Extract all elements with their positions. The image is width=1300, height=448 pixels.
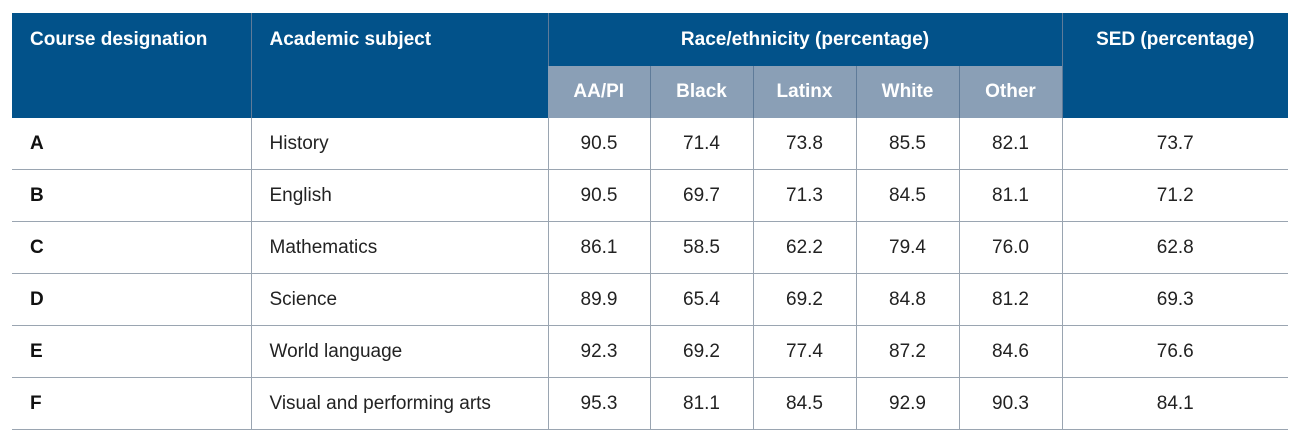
aa-pi-cell: 89.9	[547, 273, 650, 326]
aa-pi-cell: 86.1	[547, 221, 650, 274]
table-row: F Visual and performing arts 95.3 81.1 8…	[12, 377, 1288, 430]
other-cell: 82.1	[958, 118, 1062, 170]
other-cell: 81.1	[958, 169, 1062, 222]
sed-cell: 84.1	[1061, 377, 1288, 430]
header-latinx: Latinx	[753, 66, 857, 118]
black-cell: 69.2	[649, 325, 753, 378]
latinx-cell: 77.4	[752, 325, 856, 378]
aa-pi-cell: 90.5	[547, 169, 650, 222]
table-row: E World language 92.3 69.2 77.4 87.2 84.…	[12, 325, 1288, 378]
header-aa-pi: AA/PI	[548, 66, 651, 118]
sed-cell: 76.6	[1061, 325, 1288, 378]
header-academic-subject: Academic subject	[250, 13, 548, 118]
header-sed: SED (percentage)	[1061, 13, 1288, 118]
white-cell: 85.5	[855, 118, 959, 170]
table-row: B English 90.5 69.7 71.3 84.5 81.1 71.2	[12, 169, 1288, 222]
subject-cell: Visual and performing arts	[250, 377, 548, 430]
sed-cell: 73.7	[1061, 118, 1288, 170]
course-cell: D	[12, 273, 251, 326]
subject-cell: Mathematics	[250, 221, 548, 274]
black-cell: 58.5	[649, 221, 753, 274]
course-cell: A	[12, 118, 251, 170]
white-cell: 84.5	[855, 169, 959, 222]
latinx-cell: 62.2	[752, 221, 856, 274]
table-row: D Science 89.9 65.4 69.2 84.8 81.2 69.3	[12, 273, 1288, 326]
black-cell: 65.4	[649, 273, 753, 326]
course-cell: C	[12, 221, 251, 274]
aa-pi-cell: 95.3	[547, 377, 650, 430]
subject-cell: English	[250, 169, 548, 222]
table-row: C Mathematics 86.1 58.5 62.2 79.4 76.0 6…	[12, 221, 1288, 274]
header-race-ethnicity: Race/ethnicity (percentage)	[547, 13, 1062, 66]
data-table-container: Course designation Academic subject Race…	[12, 13, 1288, 430]
other-cell: 84.6	[958, 325, 1062, 378]
white-cell: 92.9	[855, 377, 959, 430]
header-white: White	[856, 66, 960, 118]
sed-cell: 71.2	[1061, 169, 1288, 222]
sed-cell: 62.8	[1061, 221, 1288, 274]
course-cell: F	[12, 377, 251, 430]
black-cell: 81.1	[649, 377, 753, 430]
course-race-table: Course designation Academic subject Race…	[12, 13, 1288, 430]
other-cell: 76.0	[958, 221, 1062, 274]
subject-cell: World language	[250, 325, 548, 378]
table-row: A History 90.5 71.4 73.8 85.5 82.1 73.7	[12, 118, 1288, 170]
sed-cell: 69.3	[1061, 273, 1288, 326]
header-course-designation: Course designation	[12, 13, 251, 118]
black-cell: 69.7	[649, 169, 753, 222]
latinx-cell: 73.8	[752, 118, 856, 170]
header-black: Black	[650, 66, 754, 118]
white-cell: 84.8	[855, 273, 959, 326]
white-cell: 79.4	[855, 221, 959, 274]
other-cell: 90.3	[958, 377, 1062, 430]
subject-cell: History	[250, 118, 548, 170]
aa-pi-cell: 92.3	[547, 325, 650, 378]
white-cell: 87.2	[855, 325, 959, 378]
latinx-cell: 69.2	[752, 273, 856, 326]
course-cell: B	[12, 169, 251, 222]
course-cell: E	[12, 325, 251, 378]
black-cell: 71.4	[649, 118, 753, 170]
subject-cell: Science	[250, 273, 548, 326]
latinx-cell: 71.3	[752, 169, 856, 222]
header-other: Other	[959, 66, 1062, 118]
other-cell: 81.2	[958, 273, 1062, 326]
aa-pi-cell: 90.5	[547, 118, 650, 170]
latinx-cell: 84.5	[752, 377, 856, 430]
